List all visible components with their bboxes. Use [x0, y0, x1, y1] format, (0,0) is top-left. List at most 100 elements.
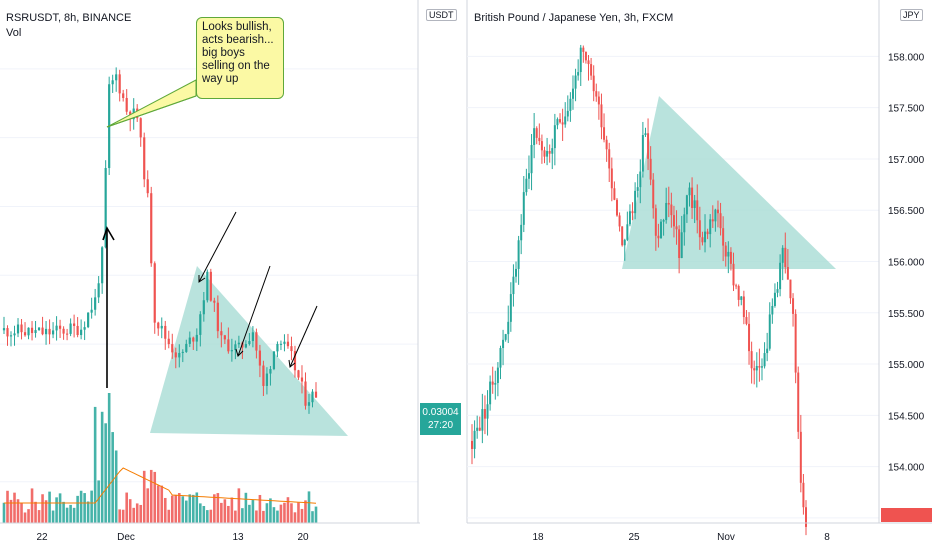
volume-bar	[156, 485, 160, 523]
candle-body	[272, 351, 276, 370]
candle-body	[220, 331, 223, 336]
left-chart-pane[interactable]: 0.055000.050000.045000.040000.035000.025…	[0, 0, 461, 550]
candle-body	[587, 60, 590, 65]
volume-moving-average	[4, 467, 317, 504]
volume-bar	[269, 498, 272, 523]
volume-bar	[83, 493, 86, 523]
candle-body	[515, 268, 518, 277]
candle-body	[520, 224, 523, 241]
right-price-axis: 158.000 157.500 157.000 156.500 156.000 155.5…	[888, 52, 925, 524]
volume-bar	[139, 504, 143, 523]
candle-body	[171, 344, 174, 353]
candle-body	[696, 200, 699, 221]
candle-body	[251, 332, 254, 342]
candle-body	[58, 325, 62, 329]
volume-bar	[255, 510, 258, 523]
volume-bar	[251, 499, 255, 523]
volume-bar	[104, 423, 107, 523]
volume-bar	[244, 492, 248, 523]
candle-body	[675, 226, 678, 230]
candle-body	[97, 283, 100, 298]
candle-body	[763, 353, 766, 367]
candle-body	[786, 266, 789, 280]
candle-body	[181, 351, 184, 353]
candle-body	[735, 285, 738, 287]
candle-body	[657, 235, 660, 239]
volume-bar	[125, 492, 128, 523]
candle-body	[652, 179, 655, 209]
volume-bar	[107, 393, 111, 523]
volume-bar	[132, 507, 136, 523]
volume-bar	[206, 510, 209, 523]
candle-body	[473, 430, 476, 449]
candle-body	[16, 324, 20, 334]
candle-body	[649, 158, 652, 180]
candle-body	[579, 47, 582, 73]
candle-body	[535, 128, 538, 138]
volume-bar	[293, 512, 297, 523]
candle-body	[178, 352, 181, 358]
candle-body	[6, 328, 9, 337]
candle-body	[693, 200, 696, 209]
volume-bar	[93, 406, 97, 523]
candle-body	[644, 133, 647, 136]
candle-body	[20, 324, 23, 333]
volume-bar	[90, 490, 93, 523]
candle-body	[525, 178, 528, 193]
candle-body	[776, 289, 779, 293]
candle-body	[496, 367, 499, 383]
candle-body	[760, 366, 763, 368]
candle-body	[188, 337, 191, 344]
candle-body	[802, 482, 805, 508]
candle-body	[258, 350, 262, 366]
candle-body	[192, 337, 195, 342]
candle-body	[592, 75, 595, 92]
candle-body	[719, 213, 722, 229]
right-chart-canvas[interactable]: 158.000 157.500 157.000 156.500 156.000 155.5…	[420, 0, 932, 550]
volume-bar	[72, 507, 76, 523]
right-currency-badge[interactable]: JPY	[900, 9, 923, 21]
candle-body	[476, 427, 479, 431]
right-last-price-tag	[881, 508, 932, 522]
callout-note[interactable]: Looks bullish, acts bearish... big boys …	[196, 17, 284, 99]
candle-body	[153, 263, 156, 323]
candle-body	[104, 168, 107, 248]
volume-indicator-label[interactable]: Vol	[6, 27, 22, 39]
candle-body	[533, 128, 536, 145]
candle-body	[209, 271, 212, 301]
volume-bar	[121, 509, 125, 523]
left-currency-badge[interactable]: USDT	[426, 9, 457, 21]
candle-body	[223, 335, 226, 340]
volume-bar	[55, 497, 58, 523]
candle-body	[34, 330, 37, 334]
candle-body	[647, 133, 650, 159]
candle-body	[590, 64, 593, 76]
candle-body	[750, 351, 753, 369]
candle-body	[87, 312, 90, 328]
time-tick-label: 18	[532, 532, 544, 543]
candle-body	[654, 208, 657, 236]
candle-body	[571, 88, 574, 99]
right-chart-pane[interactable]: 158.000 157.500 157.000 156.500 156.000 155.5…	[420, 0, 932, 550]
candle-body	[753, 368, 756, 371]
volume-bar	[44, 500, 48, 523]
candle-body	[216, 302, 219, 332]
left-chart-canvas[interactable]: 0.055000.050000.045000.040000.035000.025…	[0, 0, 461, 550]
price-tick-label: 158.000	[888, 52, 925, 63]
candle-body	[564, 116, 567, 125]
candle-body	[483, 409, 486, 419]
candle-body	[748, 323, 751, 352]
left-time-axis: 22 Dec 13 20	[36, 532, 309, 543]
candle-body	[561, 122, 564, 125]
candle-body	[670, 204, 673, 216]
volume-bar	[307, 491, 311, 523]
candle-body	[758, 365, 761, 368]
candle-body	[139, 118, 142, 138]
candle-body	[794, 313, 797, 373]
candle-body	[80, 329, 83, 336]
candle-body	[559, 119, 562, 123]
candle-body	[737, 286, 740, 300]
candle-body	[628, 211, 631, 225]
right-candles	[471, 44, 807, 536]
volume-bar	[300, 508, 304, 523]
